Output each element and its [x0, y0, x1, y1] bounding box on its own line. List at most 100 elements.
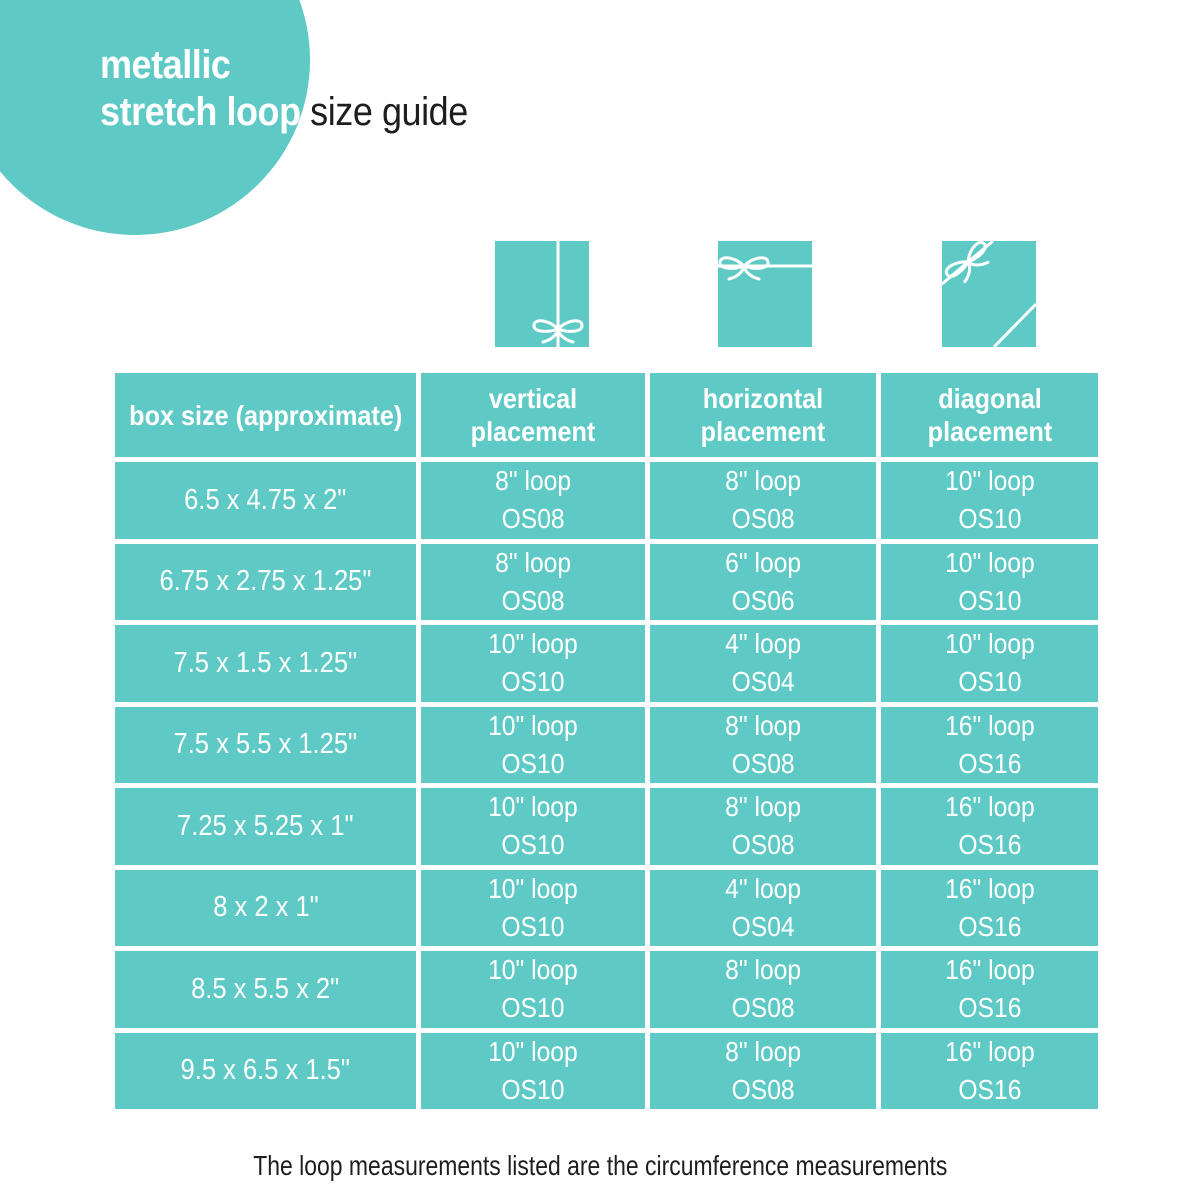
- loop-size: 16" loop: [944, 791, 1035, 823]
- vertical-placement-cell: 10" loop OS10: [421, 1032, 645, 1109]
- loop-size: 6" loop: [725, 546, 801, 578]
- box-size-cell: 7.5 x 1.5 x 1.25": [115, 625, 416, 702]
- diagonal-placement-cell: 10" loop OS10: [881, 462, 1098, 539]
- loop-size: 4" loop: [725, 628, 801, 660]
- horizontal-placement-cell: 8" loop OS08: [650, 951, 876, 1028]
- title-line2-accent: stretch loop: [100, 90, 301, 134]
- vertical-placement-cell: 10" loop OS10: [421, 788, 645, 865]
- column-header-vertical-placement: vertical placement: [421, 373, 645, 457]
- loop-size: 16" loop: [944, 872, 1035, 904]
- diagonal-placement-cell: 10" loop OS10: [881, 625, 1098, 702]
- box-size-value: 7.25 x 5.25 x 1": [177, 809, 354, 842]
- horizontal-placement-cell: 8" loop OS08: [650, 462, 876, 539]
- loop-sku: OS04: [731, 910, 795, 942]
- loop-size: 10" loop: [944, 628, 1035, 660]
- box-size-value: 6.5 x 4.75 x 2": [184, 483, 347, 516]
- horizontal-placement-cell: 8" loop OS08: [650, 706, 876, 783]
- box-size-value: 8 x 2 x 1": [212, 891, 319, 924]
- loop-sku: OS10: [957, 666, 1022, 698]
- loop-size: 8" loop: [725, 791, 801, 823]
- loop-sku: OS10: [501, 1073, 565, 1105]
- column-header-box-size: box size (approximate): [115, 373, 416, 457]
- vertical-placement-cell: 10" loop OS10: [421, 625, 645, 702]
- size-guide-table: box size (approximate) vertical placemen…: [115, 373, 1098, 1109]
- loop-sku: OS10: [501, 829, 565, 861]
- diagonal-placement-cell: 16" loop OS16: [881, 1032, 1098, 1109]
- loop-size: 8" loop: [495, 546, 571, 578]
- horizontal-placement-cell: 6" loop OS06: [650, 543, 876, 620]
- box-size-cell: 7.5 x 5.5 x 1.25": [115, 706, 416, 783]
- loop-size: 16" loop: [944, 709, 1035, 741]
- loop-size: 16" loop: [944, 954, 1035, 986]
- box-size-cell: 7.25 x 5.25 x 1": [115, 788, 416, 865]
- column-header-label: box size (approximate): [128, 399, 403, 431]
- horizontal-placement-cell: 4" loop OS04: [650, 869, 876, 946]
- vertical-placement-cell: 8" loop OS08: [421, 543, 645, 620]
- loop-size: 10" loop: [488, 791, 578, 823]
- loop-size: 10" loop: [488, 872, 578, 904]
- horizontal-placement-cell: 8" loop OS08: [650, 1032, 876, 1109]
- loop-sku: OS16: [957, 1073, 1022, 1105]
- loop-size: 8" loop: [725, 709, 801, 741]
- diagonal-placement-cell: 16" loop OS16: [881, 951, 1098, 1028]
- loop-size: 4" loop: [725, 872, 801, 904]
- vertical-placement-cell: 10" loop OS10: [421, 869, 645, 946]
- horizontal-placement-cell: 4" loop OS04: [650, 625, 876, 702]
- title-line1: metallic: [100, 43, 231, 87]
- box-size-value: 7.5 x 5.5 x 1.25": [173, 728, 358, 761]
- box-size-cell: 9.5 x 6.5 x 1.5": [115, 1032, 416, 1109]
- title-line2-suffix: size guide: [310, 90, 468, 134]
- box-size-value: 8.5 x 5.5 x 2": [191, 972, 340, 1005]
- loop-sku: OS08: [731, 829, 795, 861]
- column-header-label: horizontal placement: [700, 383, 826, 447]
- loop-size: 10" loop: [944, 465, 1035, 497]
- loop-sku: OS16: [957, 747, 1022, 779]
- vertical-placement-cell: 10" loop OS10: [421, 706, 645, 783]
- vertical-placement-cell: 10" loop OS10: [421, 951, 645, 1028]
- gift-box-horizontal-ribbon-icon: [718, 241, 812, 347]
- loop-sku: OS10: [501, 992, 565, 1024]
- loop-size: 8" loop: [725, 465, 801, 497]
- loop-size: 8" loop: [725, 1035, 801, 1067]
- loop-sku: OS04: [731, 666, 795, 698]
- column-header-diagonal-placement: diagonal placement: [881, 373, 1098, 457]
- loop-size: 16" loop: [944, 1035, 1035, 1067]
- box-size-value: 9.5 x 6.5 x 1.5": [180, 1054, 351, 1087]
- page-title: metallic stretch loop size guide: [100, 42, 468, 136]
- gift-box-diagonal-ribbon-icon: [942, 241, 1036, 347]
- loop-size: 10" loop: [944, 546, 1035, 578]
- loop-size: 10" loop: [488, 709, 578, 741]
- loop-sku: OS10: [501, 910, 565, 942]
- loop-sku: OS10: [501, 666, 565, 698]
- diagonal-placement-cell: 10" loop OS10: [881, 543, 1098, 620]
- loop-size: 10" loop: [488, 954, 578, 986]
- loop-sku: OS16: [957, 829, 1022, 861]
- column-header-horizontal-placement: horizontal placement: [650, 373, 876, 457]
- loop-sku: OS06: [731, 584, 795, 616]
- loop-sku: OS10: [957, 503, 1022, 535]
- gift-box-vertical-ribbon-icon: [495, 241, 589, 347]
- column-header-label: vertical placement: [470, 383, 596, 447]
- loop-sku: OS08: [731, 992, 795, 1024]
- loop-sku: OS10: [957, 584, 1022, 616]
- loop-sku: OS16: [957, 992, 1022, 1024]
- loop-size: 10" loop: [488, 1035, 578, 1067]
- box-size-cell: 6.5 x 4.75 x 2": [115, 462, 416, 539]
- footer-note-text: The loop measurements listed are the cir…: [252, 1150, 948, 1181]
- diagonal-placement-cell: 16" loop OS16: [881, 788, 1098, 865]
- loop-size: 8" loop: [725, 954, 801, 986]
- horizontal-placement-cell: 8" loop OS08: [650, 788, 876, 865]
- column-header-label: diagonal placement: [927, 383, 1052, 447]
- loop-size: 10" loop: [488, 628, 578, 660]
- loop-sku: OS08: [501, 584, 565, 616]
- footer-note: The loop measurements listed are the cir…: [0, 1150, 1200, 1182]
- vertical-placement-cell: 8" loop OS08: [421, 462, 645, 539]
- box-size-value: 6.75 x 2.75 x 1.25": [159, 565, 372, 598]
- loop-size: 8" loop: [495, 465, 571, 497]
- loop-sku: OS08: [731, 747, 795, 779]
- loop-sku: OS16: [957, 910, 1022, 942]
- diagonal-placement-cell: 16" loop OS16: [881, 706, 1098, 783]
- box-size-cell: 6.75 x 2.75 x 1.25": [115, 543, 416, 620]
- box-size-cell: 8.5 x 5.5 x 2": [115, 951, 416, 1028]
